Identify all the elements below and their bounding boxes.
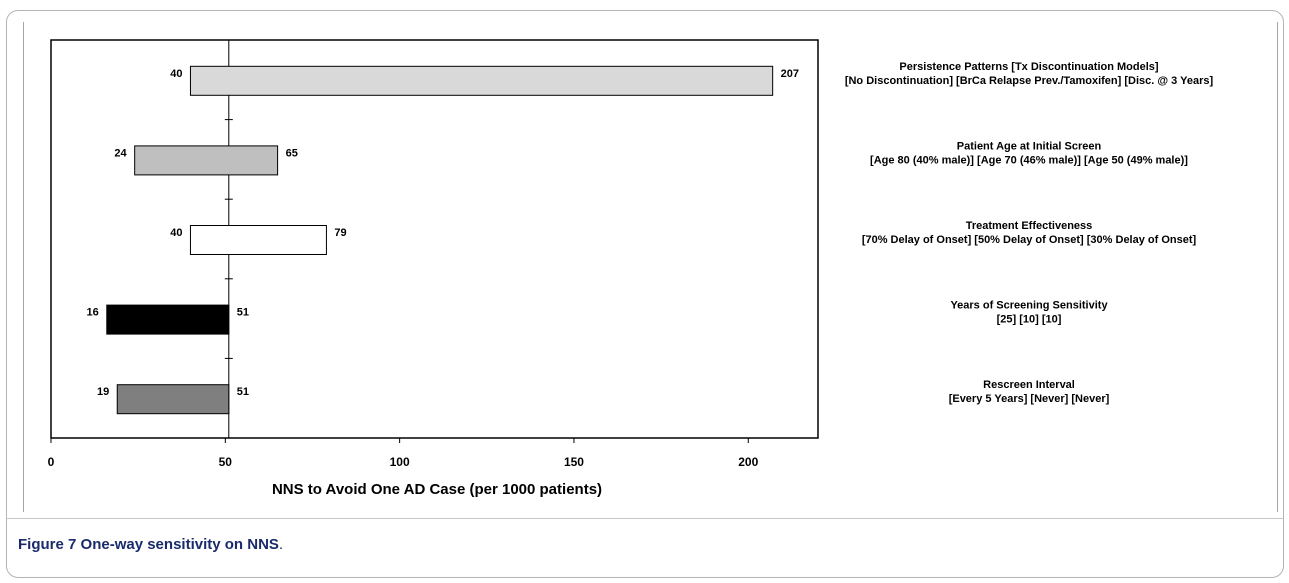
plot-frame: [50, 39, 819, 439]
row-title: Years of Screening Sensitivity: [950, 300, 1108, 312]
bar-low-label: 40: [170, 227, 182, 239]
figure-caption-end: .: [278, 536, 284, 553]
row-title: Persistence Patterns [Tx Discontinuation…: [899, 61, 1159, 73]
x-tick-label: 50: [219, 455, 233, 469]
bar-high-label: 65: [286, 147, 298, 159]
figure-caption-text: One-way sensitivity on NNS: [80, 536, 279, 553]
row-detail: [70% Delay of Onset] [50% Delay of Onset…: [862, 234, 1197, 246]
bar-low-label: 24: [114, 147, 127, 159]
plot-area: 0 50 100 150 200 40 207 Persistence Patterns [T…: [48, 39, 1214, 469]
row-detail: [25] [10] [10]: [997, 314, 1062, 326]
bar: [116, 384, 230, 415]
row-detail: [No Discontinuation] [BrCa Relapse Prev.…: [845, 75, 1214, 87]
caption-divider: [6, 518, 1283, 519]
row-title: Rescreen Interval: [983, 379, 1075, 391]
bar-high-label: 51: [237, 386, 249, 398]
bar: [189, 225, 327, 255]
row-detail: [Every 5 Years] [Never] [Never]: [949, 393, 1110, 405]
x-tick-label: 100: [390, 455, 410, 469]
bar-high-label: 207: [781, 68, 799, 80]
row-title: Treatment Effectiveness: [966, 220, 1093, 232]
bar: [134, 145, 279, 176]
x-tick-label: 150: [564, 455, 584, 469]
x-axis-title: NNS to Avoid One AD Case (per 1000 patie…: [272, 481, 602, 498]
x-tick-label: 200: [738, 455, 758, 469]
row-detail: [Age 80 (40% male)] [Age 70 (46% male)] …: [870, 154, 1188, 166]
panel-left-rule: [23, 22, 24, 512]
bar: [106, 304, 230, 335]
figure-caption: Figure 7 One-way sensitivity on NNS.: [18, 536, 283, 553]
row-title: Patient Age at Initial Screen: [957, 140, 1102, 152]
bar-low-label: 19: [97, 386, 109, 398]
bar: [189, 65, 774, 96]
bar-high-label: 51: [237, 307, 249, 319]
x-tick-label: 0: [48, 455, 55, 469]
panel-right-rule: [1277, 22, 1278, 512]
figure-frame: [6, 10, 1284, 578]
bar-high-label: 79: [334, 227, 346, 239]
bar-low-label: 40: [170, 68, 182, 80]
figure-label: Figure 7: [18, 536, 77, 553]
bar-low-label: 16: [87, 307, 99, 319]
